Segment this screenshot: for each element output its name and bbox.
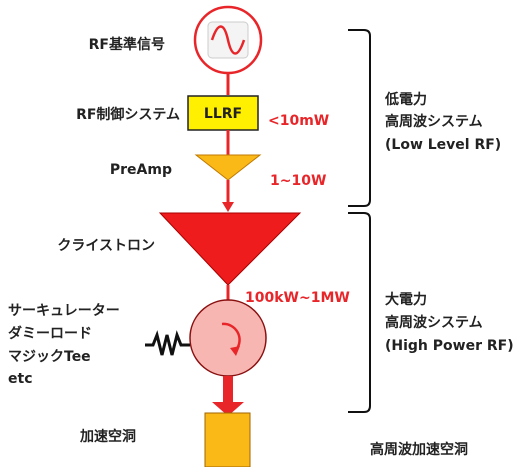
group-label: 低電力	[384, 91, 427, 108]
circulator-label: サーキュレーター	[8, 303, 120, 319]
arrow-head	[222, 202, 234, 212]
group-label: 高周波システム	[385, 113, 483, 130]
resistor	[145, 330, 190, 356]
circulator-label: マジックTee	[8, 349, 91, 365]
circulator-arrowhead	[230, 346, 240, 356]
klystron-triangle	[158, 212, 302, 286]
circulator-label: etc	[8, 371, 33, 387]
power-label: <10mW	[268, 113, 329, 129]
reference-label: RF基準信号	[89, 36, 165, 53]
output-arrow	[223, 376, 233, 404]
preamp-triangle	[194, 154, 262, 181]
group-label: (High Power RF)	[385, 338, 514, 354]
sine-wave	[210, 25, 246, 55]
power-label: 1~10W	[270, 173, 326, 189]
llrf-label: LLRF	[204, 106, 242, 122]
group-label: 大電力	[385, 291, 427, 308]
control-label: RF制御システム	[76, 106, 180, 123]
group-label: (Low Level RF)	[385, 137, 501, 153]
bracket	[348, 212, 371, 413]
llrf-box	[187, 95, 259, 131]
cavity-label: 加速空洞	[79, 428, 136, 445]
footer-label: 高周波加速空洞	[370, 441, 468, 458]
klystron-label: クライストロン	[57, 238, 155, 254]
preamp-label: PreAmp	[110, 162, 172, 178]
power-label: 100kW~1MW	[245, 290, 350, 306]
cavity-box	[204, 412, 251, 467]
circulator-label: ダミーロード	[8, 325, 92, 342]
output-arrowhead	[212, 402, 244, 416]
bracket	[348, 29, 371, 207]
group-label: 高周波システム	[385, 314, 483, 331]
circulator-circle	[189, 299, 267, 377]
